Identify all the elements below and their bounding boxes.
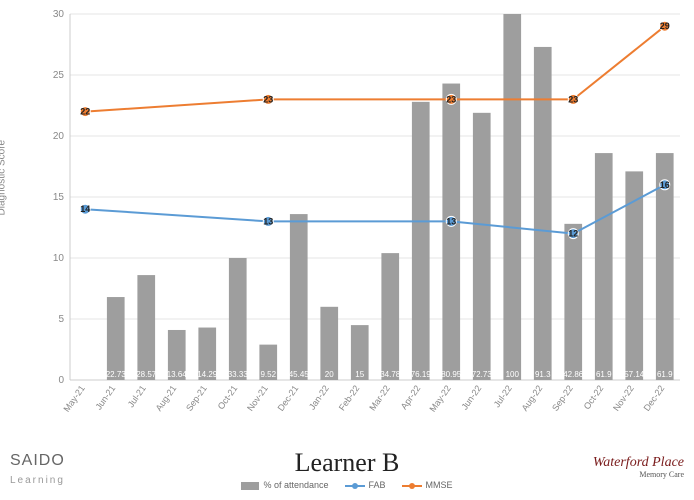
svg-text:0: 0 <box>58 375 64 386</box>
svg-text:9.52: 9.52 <box>260 370 276 379</box>
svg-text:33.33: 33.33 <box>228 370 249 379</box>
svg-text:30: 30 <box>53 10 65 20</box>
svg-text:13: 13 <box>446 216 456 226</box>
svg-text:Jun-21: Jun-21 <box>93 383 117 411</box>
svg-text:Sep-22: Sep-22 <box>550 383 575 413</box>
svg-text:34.78: 34.78 <box>380 370 401 379</box>
svg-text:14.29: 14.29 <box>197 370 218 379</box>
svg-text:Oct-21: Oct-21 <box>216 383 240 411</box>
svg-text:May-21: May-21 <box>61 383 86 413</box>
svg-text:Aug-21: Aug-21 <box>154 383 179 413</box>
svg-text:Oct-22: Oct-22 <box>582 383 606 411</box>
legend-item: MMSE <box>402 480 453 490</box>
legend-item: % of attendance <box>241 480 328 490</box>
logo-saido: SAIDOLearning <box>10 452 65 487</box>
svg-text:22: 22 <box>80 107 90 117</box>
svg-text:Nov-22: Nov-22 <box>611 383 636 413</box>
svg-text:61.9: 61.9 <box>596 370 612 379</box>
logo-waterford: Waterford PlaceMemory Care <box>593 456 684 479</box>
svg-text:Mar-22: Mar-22 <box>367 383 392 412</box>
svg-text:20: 20 <box>53 131 65 142</box>
svg-text:25: 25 <box>53 70 65 81</box>
svg-text:Jun-22: Jun-22 <box>459 383 483 411</box>
svg-text:72.73: 72.73 <box>472 370 493 379</box>
svg-text:23: 23 <box>568 94 578 104</box>
svg-text:Jul-22: Jul-22 <box>492 383 514 409</box>
svg-text:13: 13 <box>263 216 273 226</box>
svg-text:20: 20 <box>325 370 334 379</box>
legend-item: FAB <box>345 480 386 490</box>
chart-legend: % of attendance FAB MMSE <box>0 480 694 490</box>
svg-text:Feb-22: Feb-22 <box>337 383 362 412</box>
svg-text:23: 23 <box>446 94 456 104</box>
svg-text:Dec-21: Dec-21 <box>276 383 301 413</box>
svg-text:16: 16 <box>660 180 670 190</box>
svg-text:29: 29 <box>660 21 670 31</box>
svg-text:Jan-22: Jan-22 <box>307 383 331 411</box>
svg-text:42.86: 42.86 <box>563 370 584 379</box>
svg-text:12: 12 <box>568 229 578 239</box>
svg-text:28.57: 28.57 <box>136 370 157 379</box>
svg-text:10: 10 <box>53 253 65 264</box>
svg-text:22.73: 22.73 <box>106 370 127 379</box>
y-axis-title: Diagnostic Score <box>0 140 8 216</box>
svg-text:Jul-21: Jul-21 <box>126 383 148 409</box>
svg-text:76.19: 76.19 <box>411 370 432 379</box>
svg-text:45.45: 45.45 <box>289 370 310 379</box>
svg-text:91.3: 91.3 <box>535 370 551 379</box>
svg-text:61.9: 61.9 <box>657 370 673 379</box>
svg-text:Nov-21: Nov-21 <box>245 383 270 413</box>
svg-text:13.64: 13.64 <box>167 370 188 379</box>
svg-text:100: 100 <box>506 370 520 379</box>
svg-text:14: 14 <box>80 204 90 214</box>
svg-text:23: 23 <box>263 94 273 104</box>
chart-caption: Learner B <box>0 448 694 478</box>
svg-text:5: 5 <box>58 314 64 325</box>
svg-text:Apr-22: Apr-22 <box>399 383 423 411</box>
svg-text:15: 15 <box>53 192 65 203</box>
svg-text:15: 15 <box>355 370 364 379</box>
svg-text:May-22: May-22 <box>427 383 452 413</box>
svg-text:Aug-22: Aug-22 <box>520 383 545 413</box>
svg-text:57.14: 57.14 <box>624 370 645 379</box>
svg-text:Dec-22: Dec-22 <box>642 383 667 413</box>
svg-text:Sep-21: Sep-21 <box>184 383 209 413</box>
chart-plot: 0 5 10 15 20 25 30 22.73 28.57 13.64 14.29 33.33 9.5… <box>40 10 684 430</box>
svg-text:80.95: 80.95 <box>441 370 462 379</box>
